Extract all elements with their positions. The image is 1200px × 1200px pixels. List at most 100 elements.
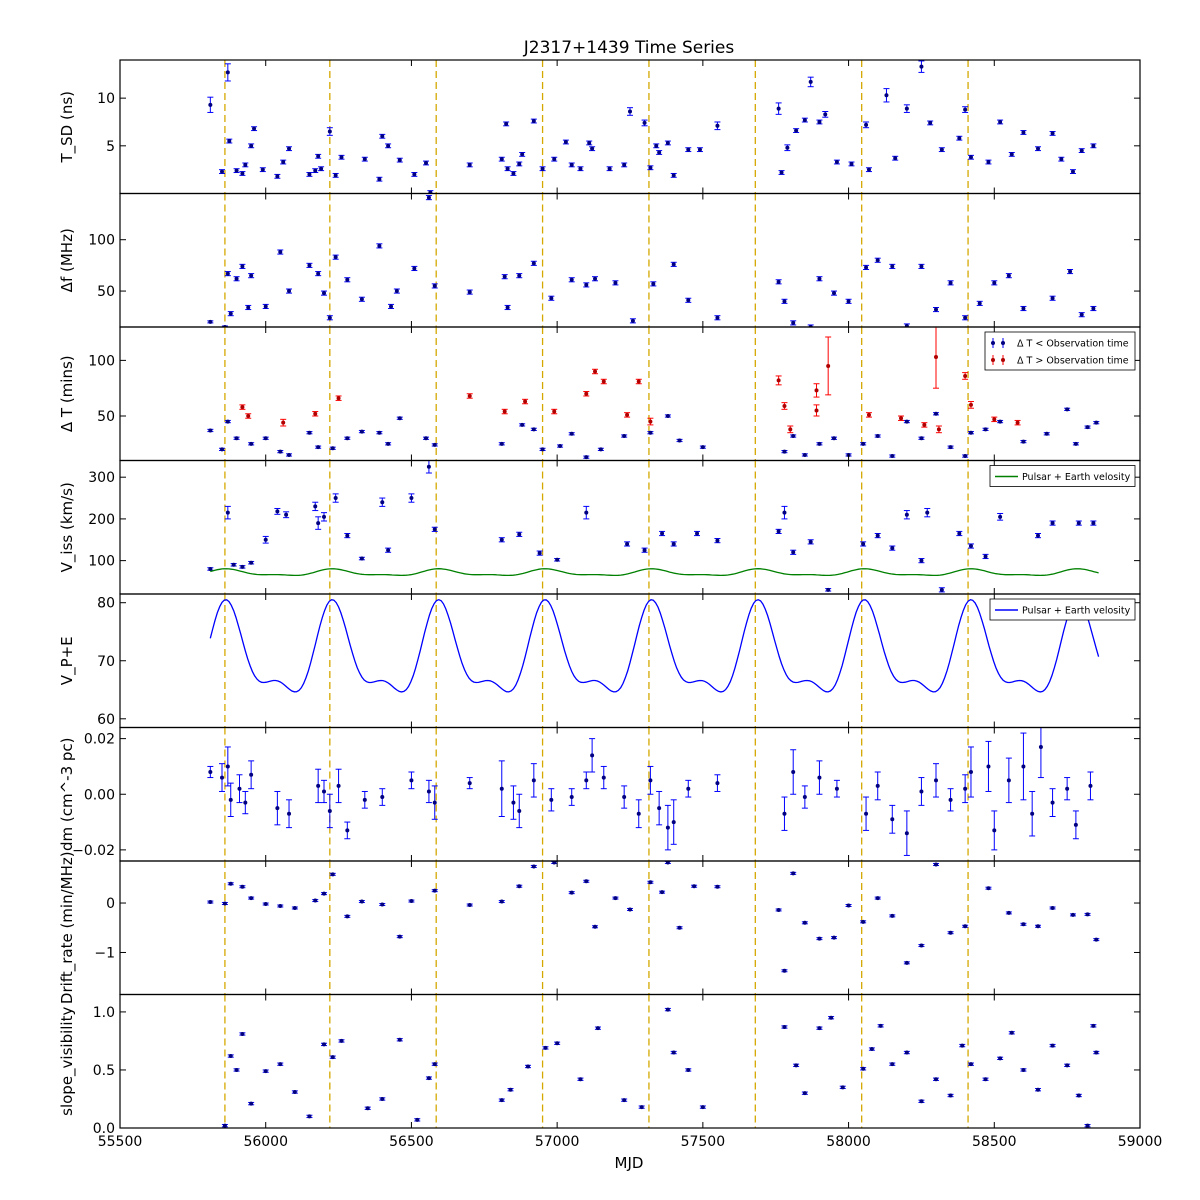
data-point xyxy=(499,157,504,162)
data-point xyxy=(243,162,248,167)
data-point xyxy=(593,276,598,281)
panel-tsd: 5 10 T_SD (ns) xyxy=(58,59,1141,195)
data-point xyxy=(808,539,813,544)
data-point xyxy=(228,1054,233,1059)
data-point xyxy=(330,872,335,877)
data-point xyxy=(817,441,822,446)
panel-dm: −0.02 0.00 0.02 dm (cm^-3 pc) xyxy=(58,726,1141,862)
y-axis-label: V_P+E xyxy=(58,636,77,685)
data-point xyxy=(1085,912,1090,917)
data-point xyxy=(1088,783,1093,788)
data-point xyxy=(715,538,720,543)
data-point xyxy=(1050,1043,1055,1048)
x-tick-label: 58500 xyxy=(972,1134,1017,1150)
data-point xyxy=(986,764,991,769)
data-point xyxy=(919,789,924,794)
legend-marker xyxy=(991,358,995,362)
data-point xyxy=(531,427,536,432)
data-point xyxy=(327,315,332,320)
data-point xyxy=(794,128,799,133)
data-point xyxy=(834,160,839,165)
data-point xyxy=(263,902,268,907)
data-point xyxy=(648,880,653,885)
data-point xyxy=(584,879,589,884)
data-point xyxy=(424,436,428,441)
data-point xyxy=(817,936,822,941)
data-point xyxy=(278,449,283,454)
data-point xyxy=(377,177,382,182)
data-point xyxy=(802,452,807,457)
data-point xyxy=(537,551,542,556)
data-point xyxy=(359,556,364,561)
data-point xyxy=(432,888,437,893)
data-point xyxy=(919,436,924,441)
data-point xyxy=(409,496,414,501)
data-point xyxy=(1065,1063,1070,1068)
data-point xyxy=(1021,1067,1026,1072)
data-point xyxy=(345,914,350,919)
data-point xyxy=(1073,441,1078,446)
y-axis-label: Δ T (mins) xyxy=(58,355,76,432)
data-point xyxy=(878,1023,883,1028)
data-point xyxy=(890,1062,895,1067)
data-point xyxy=(948,1093,953,1098)
data-point xyxy=(1094,1050,1099,1055)
data-point xyxy=(246,305,251,310)
data-point xyxy=(864,265,869,270)
data-point xyxy=(934,862,938,867)
data-point xyxy=(893,156,898,161)
data-point xyxy=(307,430,312,435)
data-point xyxy=(531,778,536,783)
data-point xyxy=(531,119,536,124)
data-point xyxy=(849,161,854,166)
data-point xyxy=(511,800,516,805)
data-point xyxy=(1036,146,1040,151)
data-point xyxy=(834,786,839,791)
data-point xyxy=(359,297,364,302)
data-point xyxy=(389,304,394,309)
panel-drift: −1 0 Drift_rate (min/MHz) xyxy=(58,851,1141,1004)
data-point xyxy=(715,781,720,786)
data-point xyxy=(240,171,245,176)
data-point xyxy=(636,379,641,384)
data-point xyxy=(992,828,997,833)
data-point xyxy=(287,289,292,294)
data-point xyxy=(569,162,574,167)
data-point xyxy=(517,884,522,889)
data-point xyxy=(260,167,265,172)
data-point xyxy=(925,510,930,515)
legend-box xyxy=(989,465,1136,487)
data-point xyxy=(919,943,924,948)
data-point xyxy=(397,934,402,939)
data-point xyxy=(345,277,350,282)
data-point xyxy=(1059,157,1064,162)
data-point xyxy=(665,825,670,830)
data-point xyxy=(249,273,254,278)
data-point xyxy=(1079,148,1084,153)
data-point xyxy=(607,166,612,171)
data-point xyxy=(330,1055,335,1060)
data-point xyxy=(817,775,822,780)
data-point xyxy=(791,550,796,555)
data-point xyxy=(292,1090,297,1095)
legend-label: Δ T < Observation time xyxy=(1017,339,1129,350)
plot-area-dm xyxy=(207,727,1094,861)
data-point xyxy=(499,441,504,446)
y-axis-label: slope_visibility xyxy=(58,1007,77,1116)
data-point xyxy=(861,541,866,546)
data-point xyxy=(968,544,973,549)
data-point xyxy=(1006,273,1011,278)
data-point xyxy=(345,436,350,441)
legend-marker xyxy=(1001,341,1005,345)
data-point xyxy=(983,554,988,559)
data-point xyxy=(499,1098,504,1103)
data-point xyxy=(998,419,1003,424)
data-point xyxy=(919,1099,924,1104)
x-tick-label: 59000 xyxy=(1118,1134,1163,1150)
y-tick-label: 70 xyxy=(97,654,115,670)
data-point xyxy=(278,903,283,908)
data-point xyxy=(225,764,230,769)
data-point xyxy=(208,102,213,107)
data-point xyxy=(791,434,796,439)
data-point xyxy=(569,795,574,800)
